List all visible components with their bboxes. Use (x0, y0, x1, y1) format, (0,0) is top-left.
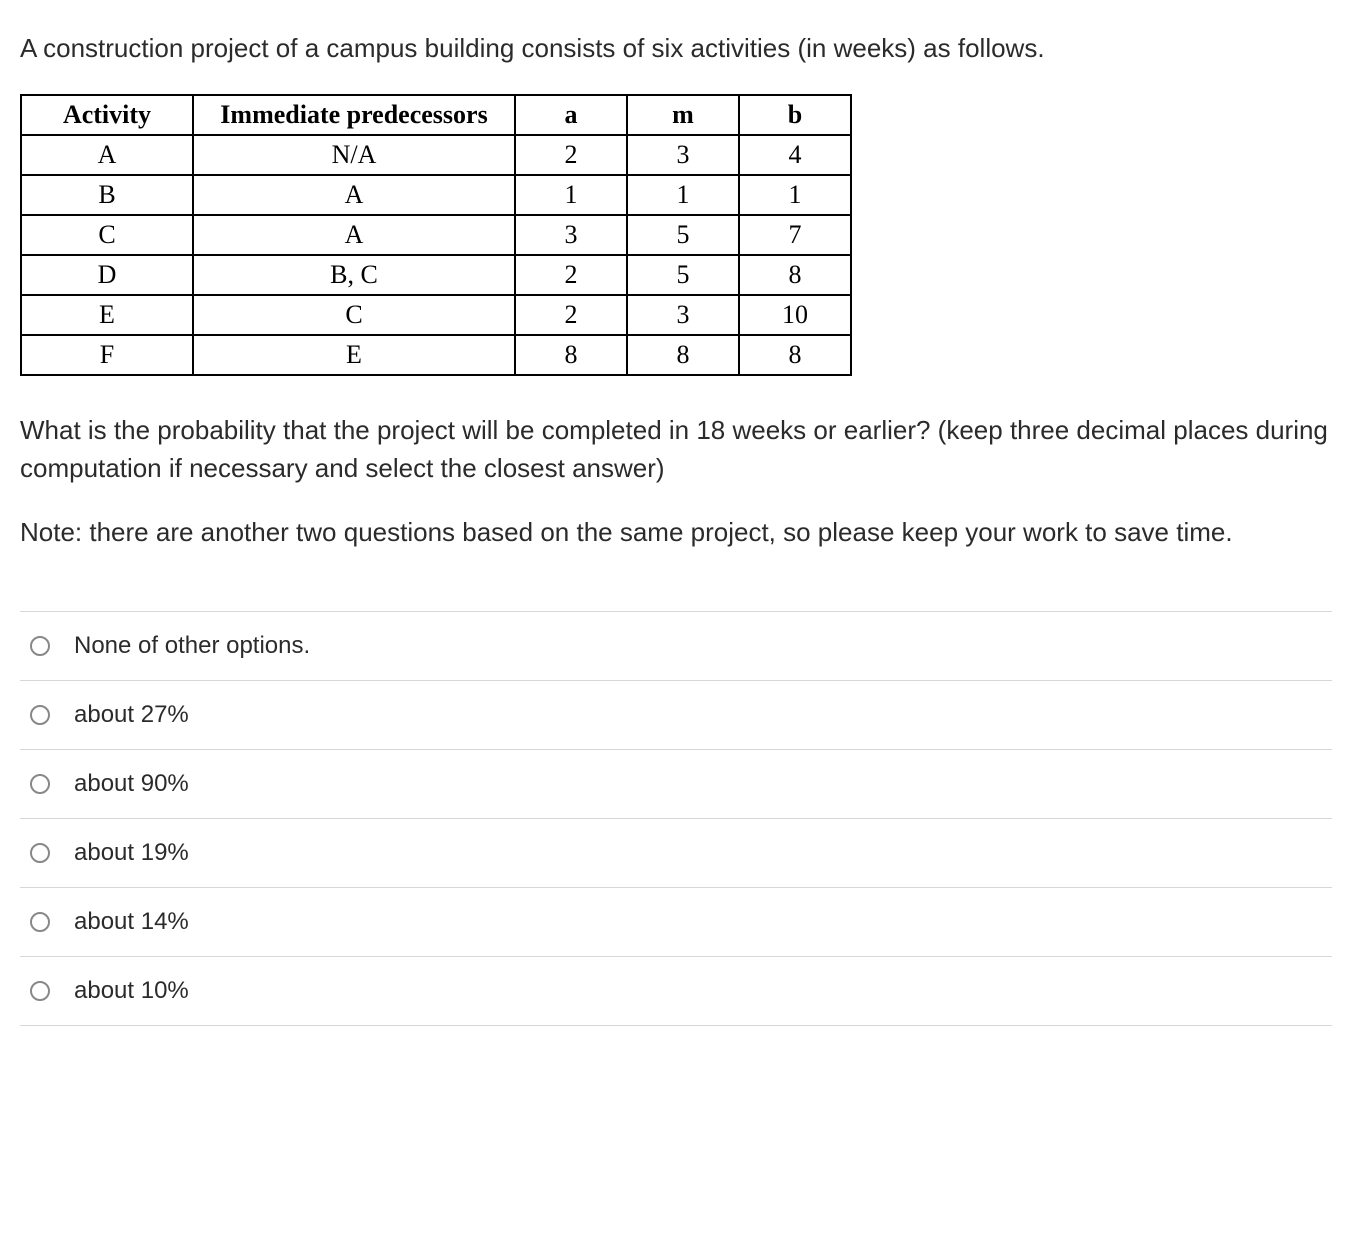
radio-icon[interactable] (30, 774, 50, 794)
cell-activity: E (21, 295, 193, 335)
col-header-m: m (627, 95, 739, 135)
col-header-activity: Activity (21, 95, 193, 135)
cell-activity: D (21, 255, 193, 295)
option-label: about 90% (74, 770, 189, 798)
option-label: about 14% (74, 908, 189, 936)
cell-pred: C (193, 295, 515, 335)
cell-b: 7 (739, 215, 851, 255)
option-row[interactable]: about 27% (20, 681, 1332, 750)
cell-a: 1 (515, 175, 627, 215)
option-row[interactable]: about 90% (20, 750, 1332, 819)
col-header-b: b (739, 95, 851, 135)
cell-m: 5 (627, 215, 739, 255)
option-row[interactable]: None of other options. (20, 612, 1332, 681)
option-label: about 27% (74, 701, 189, 729)
cell-pred: A (193, 175, 515, 215)
cell-pred: B, C (193, 255, 515, 295)
option-label: None of other options. (74, 632, 310, 660)
cell-b: 10 (739, 295, 851, 335)
cell-a: 2 (515, 135, 627, 175)
answer-options: None of other options. about 27% about 9… (20, 611, 1332, 1026)
cell-a: 3 (515, 215, 627, 255)
cell-a: 2 (515, 295, 627, 335)
cell-b: 4 (739, 135, 851, 175)
table-row: D B, C 2 5 8 (21, 255, 851, 295)
col-header-predecessors: Immediate predecessors (193, 95, 515, 135)
question-text: What is the probability that the project… (20, 412, 1332, 487)
table-row: C A 3 5 7 (21, 215, 851, 255)
cell-b: 1 (739, 175, 851, 215)
table-row: F E 8 8 8 (21, 335, 851, 375)
table-row: E C 2 3 10 (21, 295, 851, 335)
table-row: B A 1 1 1 (21, 175, 851, 215)
cell-pred: E (193, 335, 515, 375)
option-row[interactable]: about 10% (20, 957, 1332, 1026)
question-page: A construction project of a campus build… (0, 0, 1352, 1066)
cell-pred: A (193, 215, 515, 255)
cell-m: 1 (627, 175, 739, 215)
note-text: Note: there are another two questions ba… (20, 514, 1332, 552)
cell-a: 2 (515, 255, 627, 295)
table-row: A N/A 2 3 4 (21, 135, 851, 175)
cell-activity: F (21, 335, 193, 375)
cell-m: 8 (627, 335, 739, 375)
cell-activity: C (21, 215, 193, 255)
cell-b: 8 (739, 255, 851, 295)
option-label: about 10% (74, 977, 189, 1005)
cell-pred: N/A (193, 135, 515, 175)
cell-activity: B (21, 175, 193, 215)
radio-icon[interactable] (30, 636, 50, 656)
option-row[interactable]: about 14% (20, 888, 1332, 957)
option-row[interactable]: about 19% (20, 819, 1332, 888)
cell-b: 8 (739, 335, 851, 375)
radio-icon[interactable] (30, 843, 50, 863)
radio-icon[interactable] (30, 981, 50, 1001)
radio-icon[interactable] (30, 705, 50, 725)
cell-m: 3 (627, 295, 739, 335)
table-header-row: Activity Immediate predecessors a m b (21, 95, 851, 135)
col-header-a: a (515, 95, 627, 135)
radio-icon[interactable] (30, 912, 50, 932)
activity-table: Activity Immediate predecessors a m b A … (20, 94, 852, 376)
cell-a: 8 (515, 335, 627, 375)
cell-m: 5 (627, 255, 739, 295)
option-label: about 19% (74, 839, 189, 867)
intro-text: A construction project of a campus build… (20, 30, 1332, 66)
cell-m: 3 (627, 135, 739, 175)
cell-activity: A (21, 135, 193, 175)
